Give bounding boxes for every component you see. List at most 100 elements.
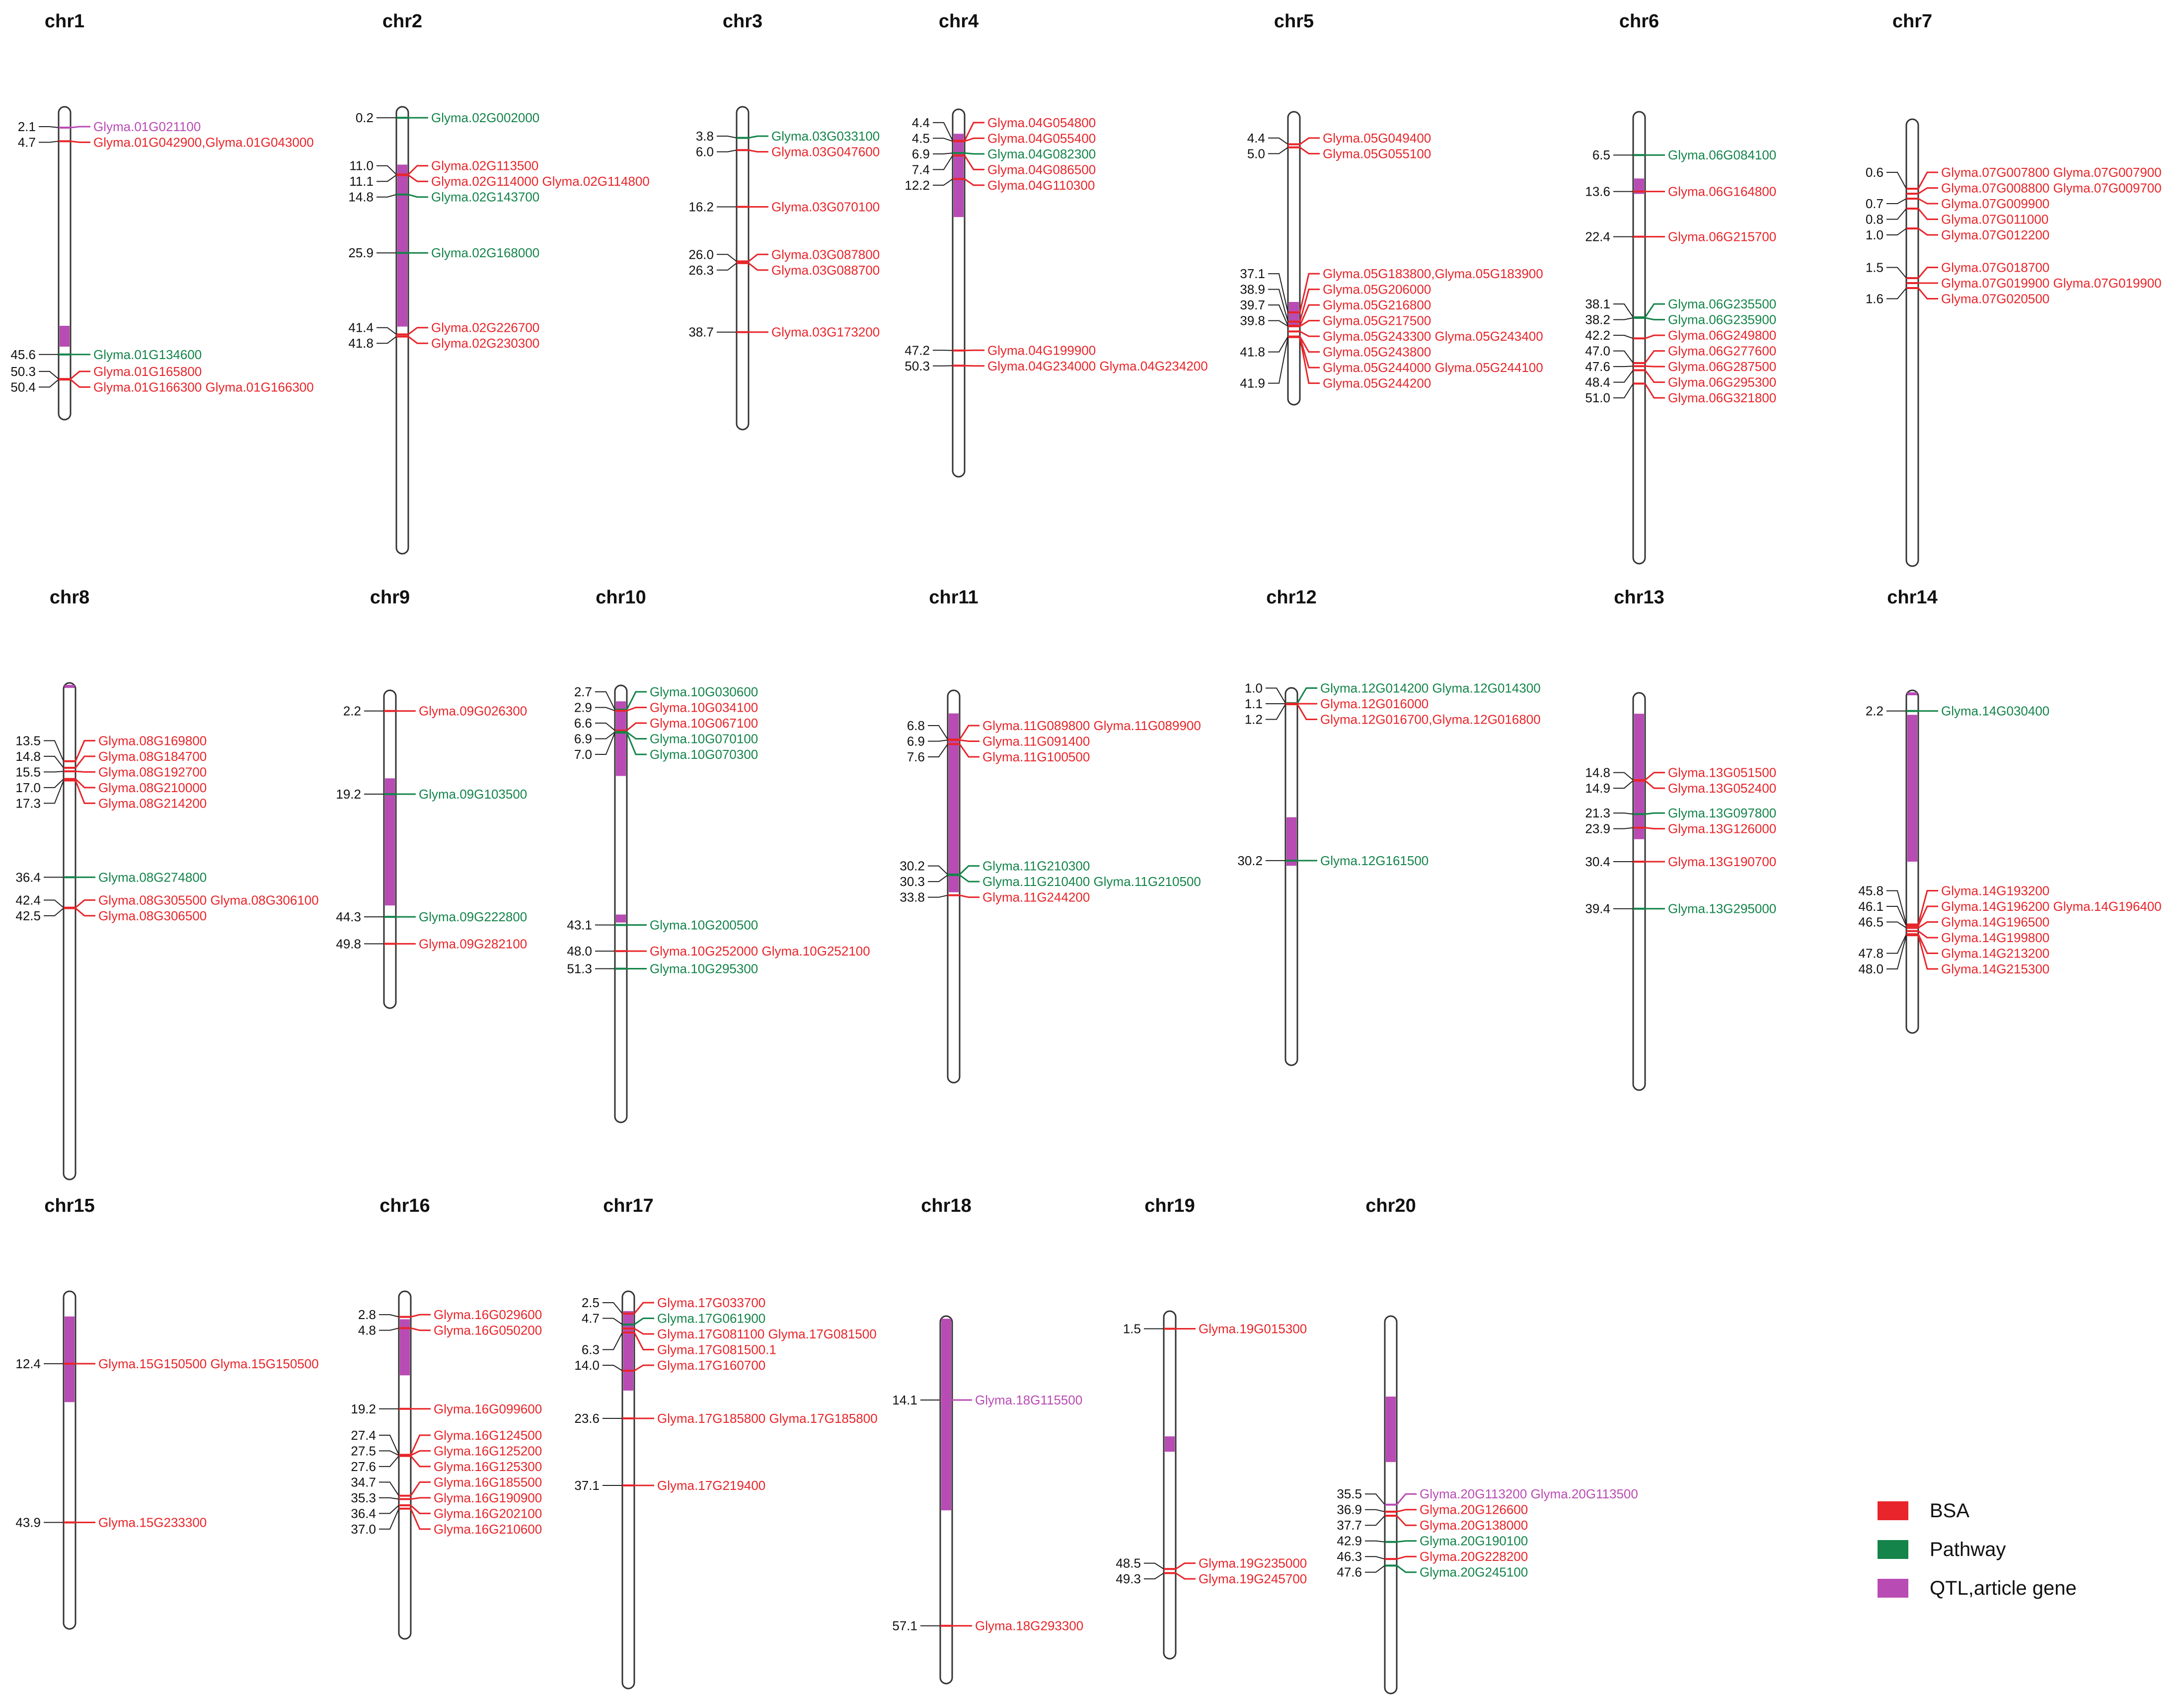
gene-label: Glyma.04G086500 bbox=[987, 162, 1096, 177]
position-label: 49.8 bbox=[336, 936, 361, 951]
position-connector bbox=[44, 778, 64, 788]
position-connector bbox=[39, 370, 59, 379]
position-connector bbox=[1365, 1509, 1385, 1512]
chromosome-bar bbox=[736, 106, 750, 431]
position-connector bbox=[1144, 1572, 1164, 1580]
position-connector bbox=[44, 780, 64, 804]
marker-connector bbox=[748, 253, 768, 262]
position-label: 4.5 bbox=[912, 131, 930, 146]
position-label: 42.9 bbox=[1337, 1534, 1362, 1549]
position-connector bbox=[1613, 383, 1634, 399]
qtl-region bbox=[616, 914, 626, 923]
marker-connector bbox=[633, 1302, 654, 1314]
position-connector bbox=[1266, 687, 1286, 704]
marker: Glyma.14G196200 Glyma.14G196400 46.1 bbox=[1858, 899, 2162, 927]
marker: Glyma.08G184700 14.8 bbox=[15, 749, 207, 769]
marker: Glyma.13G126000 23.9 bbox=[1585, 821, 1776, 836]
marker: Glyma.02G002000 0.2 bbox=[356, 110, 539, 125]
qtl-region bbox=[623, 1311, 633, 1391]
gene-label: Glyma.11G210300 bbox=[982, 859, 1090, 874]
position-connector bbox=[1365, 1565, 1385, 1573]
gene-label: Glyma.14G213200 bbox=[1941, 946, 2049, 960]
position-connector bbox=[1268, 304, 1288, 326]
gene-label: Glyma.01G042900,Glyma.01G043000 bbox=[93, 135, 314, 149]
marker-connector bbox=[748, 135, 768, 139]
marker-connector bbox=[959, 874, 979, 883]
marker-connector bbox=[1917, 288, 1938, 299]
gene-label: Glyma.07G020500 bbox=[1941, 292, 2049, 306]
position-label: 2.5 bbox=[582, 1295, 600, 1310]
gene-label: Glyma.13G190700 bbox=[1668, 854, 1776, 869]
position-label: 49.3 bbox=[1116, 1571, 1141, 1586]
position-connector bbox=[377, 336, 397, 344]
gene-label: Glyma.10G295300 bbox=[650, 961, 758, 976]
marker: Glyma.04G110300 12.2 bbox=[904, 178, 1095, 193]
chromosome-chr3: chr3 Glyma.03G033100 3.8 Glyma.03G047600 6.0… bbox=[688, 11, 880, 431]
position-label: 45.6 bbox=[10, 347, 36, 362]
marker: Glyma.06G287500 47.6 bbox=[1585, 359, 1776, 374]
marker: Glyma.10G070300 7.0 bbox=[574, 732, 758, 762]
position-label: 0.6 bbox=[1866, 165, 1883, 180]
position-connector bbox=[379, 1328, 399, 1331]
gene-label: Glyma.02G168000 bbox=[431, 245, 539, 260]
position-connector bbox=[1268, 337, 1288, 384]
position-label: 44.3 bbox=[336, 909, 361, 924]
chromosome-chr9: chr9 Glyma.09G026300 2.2 Glyma.09G103500 19.… bbox=[336, 587, 527, 1009]
position-label: 1.5 bbox=[1866, 260, 1883, 275]
qtl-region bbox=[1634, 714, 1644, 839]
gene-label: Glyma.17G160700 bbox=[657, 1358, 765, 1373]
gene-label: Glyma.13G097800 bbox=[1668, 806, 1776, 820]
gene-label: Glyma.17G185800 Glyma.17G185800 bbox=[657, 1411, 878, 1426]
marker: Glyma.06G084100 6.5 bbox=[1592, 148, 1776, 162]
position-connector bbox=[933, 178, 953, 186]
position-label: 37.1 bbox=[574, 1478, 600, 1493]
position-label: 43.1 bbox=[567, 918, 592, 933]
gene-label: Glyma.17G219400 bbox=[657, 1478, 765, 1493]
marker: Glyma.10G295300 51.3 bbox=[567, 961, 758, 976]
position-connector bbox=[595, 707, 615, 712]
marker-connector bbox=[408, 194, 428, 198]
marker: Glyma.17G219400 37.1 bbox=[574, 1478, 765, 1493]
position-label: 50.3 bbox=[904, 359, 930, 373]
position-connector bbox=[1268, 336, 1288, 353]
marker: Glyma.20G126600 36.9 bbox=[1337, 1502, 1528, 1517]
position-label: 51.0 bbox=[1585, 390, 1610, 405]
chromosome-chr10: chr10 Glyma.10G030600 2.7 Glyma.10G034100 2.… bbox=[567, 587, 870, 1123]
position-label: 46.5 bbox=[1858, 914, 1883, 929]
gene-label: Glyma.15G150500 Glyma.15G150500 bbox=[98, 1356, 319, 1371]
chromosome-chr20: chr20 Glyma.20G113200 Glyma.20G113500 35.5… bbox=[1337, 1195, 1638, 1695]
chromosome-bar bbox=[398, 1290, 412, 1640]
gene-label: Glyma.07G019900 Glyma.07G019900 bbox=[1941, 276, 2162, 291]
gene-label: Glyma.12G016000 bbox=[1320, 696, 1429, 711]
position-connector bbox=[602, 1302, 623, 1314]
gene-label: Glyma.14G215300 bbox=[1941, 961, 2049, 976]
position-label: 50.4 bbox=[10, 379, 36, 394]
marker-connector bbox=[1396, 1565, 1417, 1573]
marker-connector bbox=[1917, 889, 1938, 925]
position-label: 48.0 bbox=[1858, 961, 1883, 976]
marker: Glyma.07G008800 Glyma.07G009700 bbox=[1906, 181, 2162, 196]
gene-label: Glyma.17G081500.1 bbox=[657, 1342, 776, 1357]
chromosome-title: chr13 bbox=[1614, 587, 1664, 608]
gene-label: Glyma.12G161500 bbox=[1320, 853, 1429, 868]
gene-label: Glyma.05G244200 bbox=[1323, 376, 1431, 391]
marker-connector bbox=[1299, 137, 1320, 145]
marker: Glyma.16G124500 27.4 bbox=[351, 1428, 542, 1456]
marker: Glyma.01G042900,Glyma.01G043000 4.7 bbox=[18, 135, 314, 149]
position-label: 6.3 bbox=[582, 1342, 600, 1357]
marker-connector bbox=[1917, 935, 1938, 970]
marker: Glyma.02G114000 Glyma.02G114800 11.1 bbox=[349, 174, 650, 189]
position-connector bbox=[379, 1481, 399, 1496]
gene-label: Glyma.05G244000 Glyma.05G244100 bbox=[1323, 360, 1543, 375]
gene-label: Glyma.06G287500 bbox=[1668, 359, 1776, 374]
marker-connector bbox=[1918, 227, 1938, 236]
gene-label: Glyma.05G206000 bbox=[1323, 282, 1431, 297]
gene-label: Glyma.19G235000 bbox=[1199, 1556, 1307, 1571]
gene-label: Glyma.09G222800 bbox=[419, 909, 527, 924]
marker-connector bbox=[1644, 369, 1665, 383]
marker: Glyma.07G019900 Glyma.07G019900 bbox=[1906, 276, 2162, 291]
gene-label: Glyma.12G016700,Glyma.12G016800 bbox=[1320, 712, 1541, 727]
position-connector bbox=[1365, 1556, 1385, 1560]
qtl-region bbox=[65, 1316, 75, 1402]
gene-label: Glyma.16G050200 bbox=[434, 1323, 542, 1338]
